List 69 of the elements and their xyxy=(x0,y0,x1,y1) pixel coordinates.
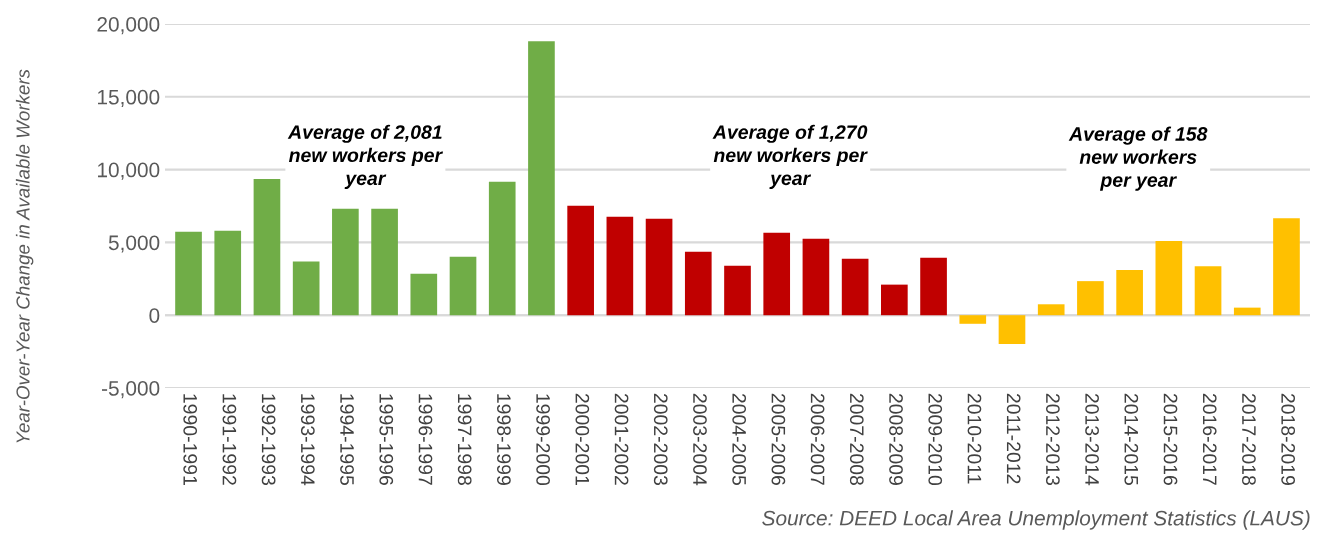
y-tick-label: 15,000 xyxy=(98,89,160,108)
x-tick-label: 2016-2017 xyxy=(1202,393,1217,485)
x-tick-label: 2004-2005 xyxy=(732,393,747,486)
source-note: Source: DEED Local Area Unemployment Statistics (LAUS) xyxy=(762,510,1310,530)
x-tick-label: 2011-2012 xyxy=(1006,393,1021,484)
x-tick-label: 2017-2018 xyxy=(1242,393,1256,485)
bar xyxy=(684,251,712,316)
x-tick-label: 1991-1992 xyxy=(222,394,237,485)
x-tick-label: 1995-1996 xyxy=(379,394,394,485)
x-tick-label: 1990-1991 xyxy=(183,394,198,485)
annotation: Average of 158 new workers per year xyxy=(1068,126,1208,191)
bar xyxy=(410,273,438,316)
bar xyxy=(253,178,281,316)
x-tick-label: 2003-2004 xyxy=(693,393,707,486)
y-tick-label: 0 xyxy=(149,308,160,323)
x-tick-label: 2018-2019 xyxy=(1281,393,1296,485)
bar xyxy=(841,258,869,316)
bar xyxy=(1233,307,1261,316)
x-tick-label: 2010-2011 xyxy=(967,393,982,484)
bar xyxy=(1077,281,1104,316)
bar xyxy=(1155,241,1183,316)
x-tick-label: 2014-2015 xyxy=(1124,393,1139,486)
bar xyxy=(1194,266,1222,316)
bar xyxy=(567,205,594,316)
bar xyxy=(606,216,634,316)
y-tick-label: 20,000 xyxy=(97,17,160,35)
x-tick-label: 1998-1999 xyxy=(497,394,511,485)
bar xyxy=(920,257,947,316)
x-tick-label: 2006-2007 xyxy=(810,393,825,485)
bar xyxy=(881,284,908,316)
bar xyxy=(449,256,477,316)
x-tick-label: 1994-1995 xyxy=(340,394,354,486)
bar xyxy=(802,238,830,316)
x-tick-label: 2009-2010 xyxy=(928,393,943,486)
x-tick-label: 2012-2013 xyxy=(1045,393,1060,485)
bar xyxy=(1037,304,1065,316)
bar xyxy=(959,315,987,324)
x-tick-label: 2001-2002 xyxy=(614,393,629,485)
x-tick-label: 1993-1994 xyxy=(300,394,315,486)
x-tick-label: 2008-2009 xyxy=(889,393,903,485)
y-tick-label: 5,000 xyxy=(108,235,160,253)
x-tick-label: 2015-2016 xyxy=(1163,393,1178,485)
bar xyxy=(763,232,791,316)
bar xyxy=(1273,218,1300,316)
x-tick-label: 2007-2008 xyxy=(849,393,864,485)
bar xyxy=(724,265,751,316)
bar xyxy=(371,208,398,316)
annotation: Average of 1,270 new workers per year xyxy=(712,124,868,189)
x-tick-label: 1992-1993 xyxy=(261,394,276,485)
bar xyxy=(488,181,516,316)
x-tick-label: 2002-2003 xyxy=(653,393,668,485)
x-tick-label: 2005-2006 xyxy=(771,393,786,485)
x-tick-label: 1996-1997 xyxy=(418,394,433,485)
bar xyxy=(528,41,555,316)
y-axis-title: Year-Over-Year Change in Available Workers xyxy=(15,69,34,443)
bar xyxy=(175,231,202,316)
x-tick-label: 2013-2014 xyxy=(1085,393,1099,486)
bar xyxy=(1116,269,1143,316)
x-tick-label: 2000-2001 xyxy=(575,393,590,485)
x-tick-label: 1997-1998 xyxy=(457,394,472,485)
bar xyxy=(998,315,1026,345)
annotation: Average of 2,081 new workers per year xyxy=(287,124,443,189)
bar xyxy=(332,208,359,316)
y-tick-label: -5,000 xyxy=(102,381,160,399)
bar xyxy=(214,230,242,316)
x-tick-label: 1999-2000 xyxy=(536,394,550,486)
y-tick-label: 10,000 xyxy=(98,162,160,180)
bar xyxy=(292,261,320,316)
bar xyxy=(645,218,673,316)
